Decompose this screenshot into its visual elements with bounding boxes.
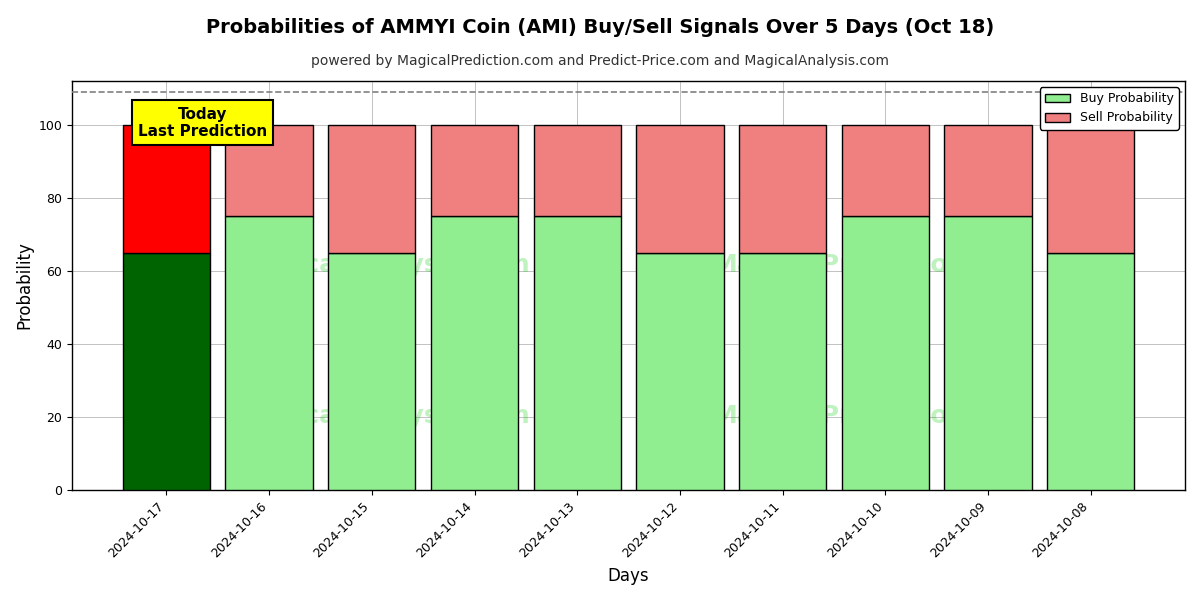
Text: MagicalAnalysis.com: MagicalAnalysis.com [236,404,530,428]
Bar [841,125,929,216]
Text: MagicalPrediction.com: MagicalPrediction.com [713,253,1034,277]
Bar [1048,253,1134,490]
Bar [534,125,620,216]
Y-axis label: Probability: Probability [16,242,34,329]
Bar [944,216,1032,490]
Text: Probabilities of AMMYI Coin (AMI) Buy/Sell Signals Over 5 Days (Oct 18): Probabilities of AMMYI Coin (AMI) Buy/Se… [206,18,994,37]
Text: MagicalAnalysis.com: MagicalAnalysis.com [236,253,530,277]
Bar [944,125,1032,216]
Text: powered by MagicalPrediction.com and Predict-Price.com and MagicalAnalysis.com: powered by MagicalPrediction.com and Pre… [311,54,889,68]
Bar [534,216,620,490]
Bar [431,216,518,490]
Bar [636,125,724,253]
X-axis label: Days: Days [607,567,649,585]
Text: MagicalPrediction.com: MagicalPrediction.com [713,404,1034,428]
Bar [226,216,313,490]
Bar [328,125,415,253]
Bar [1048,125,1134,253]
Bar [841,216,929,490]
Bar [636,253,724,490]
Bar [431,125,518,216]
Bar [739,125,827,253]
Bar [226,125,313,216]
Bar [739,253,827,490]
Text: Today
Last Prediction: Today Last Prediction [138,107,266,139]
Bar [328,253,415,490]
Legend: Buy Probability, Sell Probability: Buy Probability, Sell Probability [1040,87,1178,130]
Bar [122,125,210,253]
Bar [122,253,210,490]
